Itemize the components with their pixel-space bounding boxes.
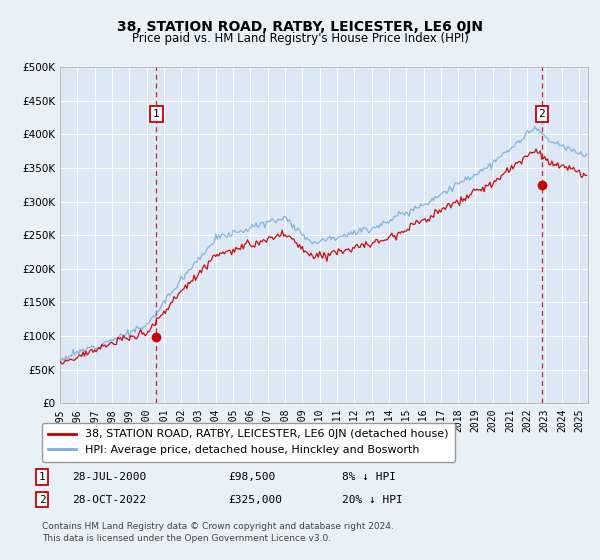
Text: £98,500: £98,500	[228, 472, 275, 482]
Text: 2: 2	[38, 494, 46, 505]
Text: 28-OCT-2022: 28-OCT-2022	[72, 494, 146, 505]
Text: This data is licensed under the Open Government Licence v3.0.: This data is licensed under the Open Gov…	[42, 534, 331, 543]
Text: 38, STATION ROAD, RATBY, LEICESTER, LE6 0JN: 38, STATION ROAD, RATBY, LEICESTER, LE6 …	[117, 20, 483, 34]
Text: Price paid vs. HM Land Registry's House Price Index (HPI): Price paid vs. HM Land Registry's House …	[131, 32, 469, 45]
Text: 1: 1	[153, 109, 160, 119]
Text: Contains HM Land Registry data © Crown copyright and database right 2024.: Contains HM Land Registry data © Crown c…	[42, 522, 394, 531]
Legend: 38, STATION ROAD, RATBY, LEICESTER, LE6 0JN (detached house), HPI: Average price: 38, STATION ROAD, RATBY, LEICESTER, LE6 …	[41, 423, 455, 461]
Text: £325,000: £325,000	[228, 494, 282, 505]
Text: 20% ↓ HPI: 20% ↓ HPI	[342, 494, 403, 505]
Text: 28-JUL-2000: 28-JUL-2000	[72, 472, 146, 482]
Text: 2: 2	[538, 109, 545, 119]
Text: 8% ↓ HPI: 8% ↓ HPI	[342, 472, 396, 482]
Text: 1: 1	[38, 472, 46, 482]
